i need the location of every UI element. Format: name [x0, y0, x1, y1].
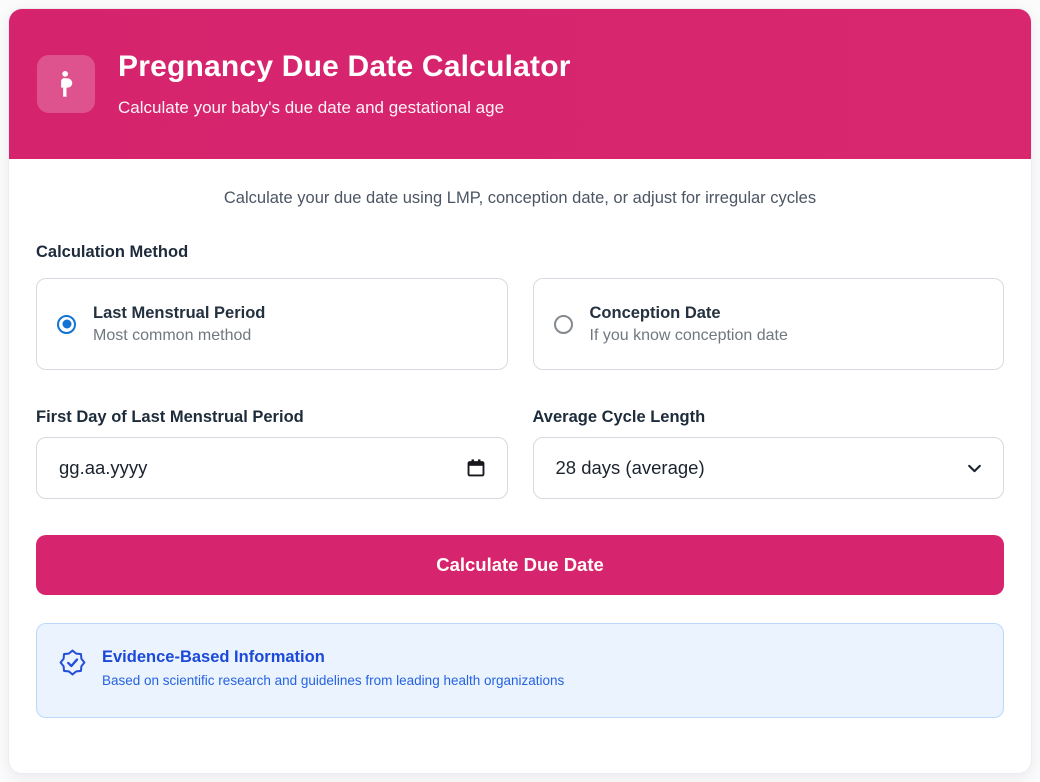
method-options-group: Last Menstrual Period Most common method…: [36, 278, 1004, 370]
radio-checked-icon[interactable]: [57, 314, 76, 334]
pregnant-person-icon: [37, 55, 95, 113]
info-box: Evidence-Based Information Based on scie…: [36, 623, 1004, 718]
info-title: Evidence-Based Information: [102, 648, 325, 666]
lmp-date-input[interactable]: gg.aa.yyyy: [36, 437, 508, 499]
info-text: Based on scientific research and guideli…: [102, 673, 565, 688]
header-text: Pregnancy Due Date Calculator Calculate …: [118, 50, 571, 118]
badge-check-icon: [59, 649, 86, 676]
calculate-button[interactable]: Calculate Due Date: [36, 535, 1004, 595]
cycle-length-select[interactable]: 28 days (average): [532, 437, 1004, 499]
lmp-date-label: First Day of Last Menstrual Period: [36, 408, 304, 426]
calculator-header: Pregnancy Due Date Calculator Calculate …: [9, 9, 1031, 159]
method-option-title: Conception Date: [589, 303, 721, 322]
radio-unchecked-icon[interactable]: [553, 314, 573, 334]
page-subtitle: Calculate your baby's due date and gesta…: [118, 98, 505, 117]
chevron-down-icon: [966, 460, 983, 477]
intro-text: Calculate your due date using LMP, conce…: [223, 189, 817, 207]
cycle-length-field: Average Cycle Length 28 days (average): [532, 408, 1004, 499]
method-option-lmp[interactable]: Last Menstrual Period Most common method: [36, 278, 508, 370]
method-option-title: Last Menstrual Period: [93, 303, 266, 322]
lmp-date-field: First Day of Last Menstrual Period gg.aa…: [36, 408, 508, 499]
form-row: First Day of Last Menstrual Period gg.aa…: [36, 408, 1004, 499]
calculation-method-label: Calculation Method: [36, 243, 189, 261]
calculator-card: Pregnancy Due Date Calculator Calculate …: [8, 8, 1032, 774]
cycle-length-value: 28 days (average): [555, 457, 705, 478]
calendar-icon[interactable]: [465, 457, 487, 479]
cycle-length-label: Average Cycle Length: [532, 408, 706, 426]
method-option-conception[interactable]: Conception Date If you know conception d…: [532, 278, 1004, 370]
method-option-text: Conception Date If you know conception d…: [590, 304, 788, 345]
method-option-description: If you know conception date: [589, 326, 788, 344]
method-option-description: Most common method: [93, 326, 252, 344]
lmp-date-placeholder: gg.aa.yyyy: [59, 457, 148, 478]
calculator-body: Calculate your due date using LMP, conce…: [9, 159, 1031, 718]
info-text-block: Evidence-Based Information Based on scie…: [102, 648, 564, 688]
method-option-text: Last Menstrual Period Most common method: [93, 304, 265, 345]
page-title: Pregnancy Due Date Calculator: [118, 50, 571, 83]
